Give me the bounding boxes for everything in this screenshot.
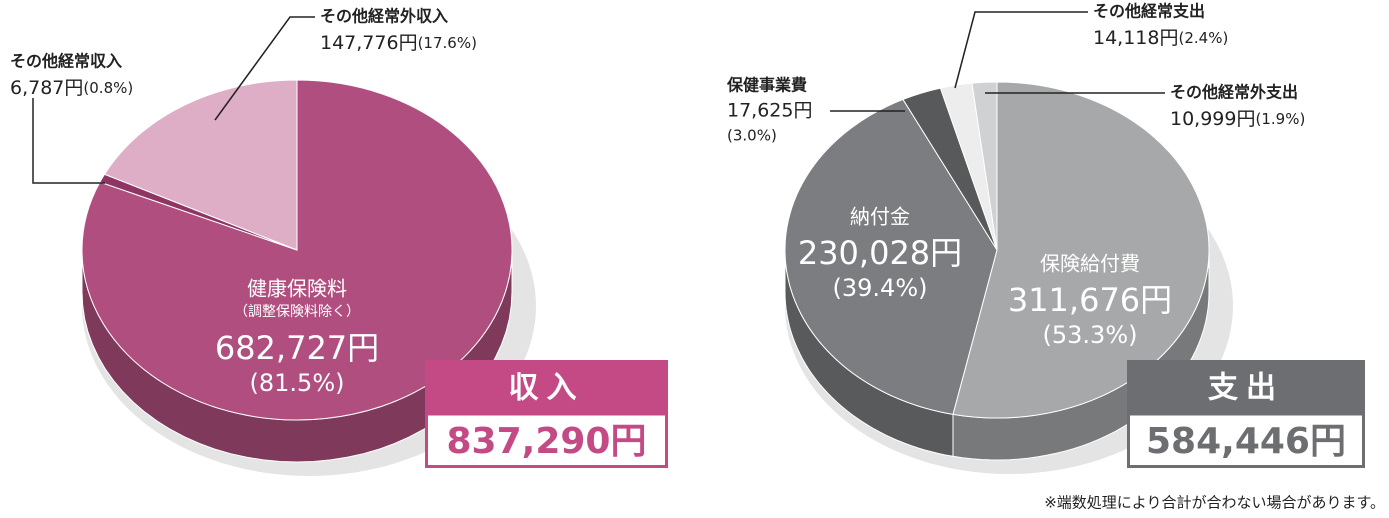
leader-line: [32, 98, 105, 184]
slice-value: 147,776円: [320, 32, 418, 54]
slice-value: 230,028円: [798, 234, 962, 272]
slice-value: 10,999円: [1170, 108, 1255, 130]
slice-value: 6,787円: [10, 77, 83, 99]
total-title: 収入: [509, 371, 585, 406]
slice-percent: (3.0%): [727, 127, 777, 145]
slice-label: 納付金: [850, 205, 910, 229]
slice-label: 保健事業費: [726, 76, 807, 95]
slice-percent: (0.8%): [83, 79, 133, 97]
slice-value: 17,625円: [727, 100, 812, 122]
slice-note: （調整保険料除く）: [234, 304, 360, 320]
total-value: 837,290円: [447, 421, 647, 462]
slice: [784, 98, 998, 415]
total-box: [425, 412, 668, 468]
footnote: ※端数処理により合計が合わない場合があります。: [1044, 494, 1385, 512]
slice-percent: (17.6%): [418, 34, 477, 52]
total-title: 支出: [1208, 371, 1284, 406]
slice-value-label: 10,999円(1.9%): [1170, 108, 1305, 130]
slice-value: 311,676円: [1008, 281, 1172, 319]
slice-value: 682,727円: [215, 329, 379, 367]
slice-label: 健康保険料: [247, 277, 347, 301]
slice-percent: (81.5%): [250, 369, 345, 397]
slice-percent: (53.3%): [1043, 321, 1138, 349]
slice-label: その他経常外支出: [1170, 83, 1298, 102]
total-title-box: [425, 360, 668, 414]
slice-label: 保険給付費: [1040, 252, 1140, 276]
slice-value-label: 14,118円(2.4%): [1093, 27, 1228, 49]
slice-label: その他経常収入: [10, 52, 122, 71]
leader-line: [214, 16, 315, 121]
slice: [103, 79, 298, 251]
slice-label: その他経常支出: [1093, 2, 1205, 21]
slice-percent: (1.9%): [1255, 110, 1305, 128]
slice-value-label: 6,787円(0.8%): [10, 77, 133, 99]
slice-label: その他経常外収入: [320, 7, 448, 26]
slice: [971, 81, 998, 251]
total-value: 584,446円: [1146, 421, 1346, 462]
slice-percent: (39.4%): [833, 274, 928, 302]
slice: [952, 81, 1210, 419]
leader-line: [954, 11, 1088, 89]
slice-value: 14,118円: [1093, 27, 1178, 49]
total-title-box: [1127, 360, 1365, 414]
slice-percent: (2.4%): [1178, 29, 1228, 47]
total-box: [1127, 412, 1365, 468]
slice-value-label: 147,776円(17.6%): [320, 32, 477, 54]
